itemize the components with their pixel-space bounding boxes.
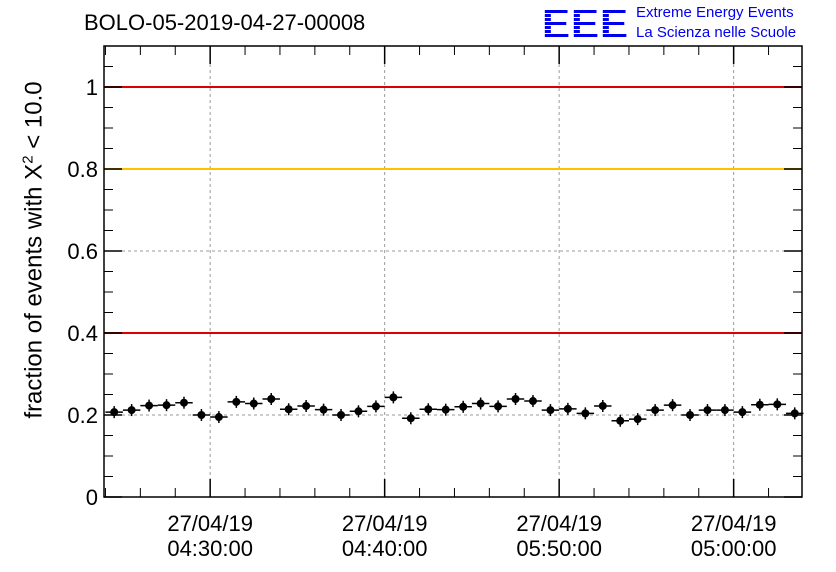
y-axis-label-suffix: < 10.0 xyxy=(20,81,48,156)
data-point xyxy=(406,414,415,423)
axes: 00.20.40.60.8127/04/1904:30:0027/04/1904… xyxy=(67,45,803,561)
y-tick-label: 0.6 xyxy=(67,239,98,264)
data-point xyxy=(337,411,346,419)
data-point xyxy=(494,402,503,411)
y-axis-label: fraction of events with X2 < 10.0 xyxy=(20,81,49,418)
x-tick-date-label: 27/04/19 xyxy=(516,511,602,536)
logo-mark: EEE xyxy=(542,0,630,47)
data-point xyxy=(214,413,223,422)
eee-logo: EEE Extreme Energy Events La Scienza nel… xyxy=(542,2,832,46)
x-tick-time-label: 04:40:00 xyxy=(342,536,428,561)
data-point xyxy=(581,409,590,418)
data-point xyxy=(790,409,799,418)
data-point xyxy=(127,406,136,415)
x-tick-date-label: 27/04/19 xyxy=(167,511,253,536)
chart-title: BOLO-05-2019-04-27-00008 xyxy=(84,10,366,35)
y-axis-label-prefix: fraction of events with X xyxy=(20,163,48,419)
data-points xyxy=(105,391,804,427)
data-point xyxy=(284,405,293,414)
data-point xyxy=(302,401,311,410)
data-point xyxy=(267,395,276,404)
data-point xyxy=(598,401,607,410)
grid xyxy=(104,46,802,497)
x-tick-date-label: 27/04/19 xyxy=(342,511,428,536)
data-point xyxy=(197,411,206,419)
data-point xyxy=(110,408,119,417)
logo-line-1: Extreme Energy Events xyxy=(636,4,794,21)
y-tick-label: 0.2 xyxy=(67,403,98,428)
data-point xyxy=(738,408,747,417)
data-point xyxy=(546,406,555,415)
data-point xyxy=(686,411,695,419)
data-point xyxy=(511,395,520,404)
data-point xyxy=(354,407,363,416)
logo-line-2: La Scienza nelle Scuole xyxy=(636,24,797,41)
data-point xyxy=(162,401,171,410)
data-point xyxy=(755,400,764,409)
data-point xyxy=(371,402,380,411)
data-point xyxy=(476,399,485,408)
data-point xyxy=(528,397,537,406)
x-tick-time-label: 04:30:00 xyxy=(167,536,253,561)
y-tick-label: 0 xyxy=(86,485,98,510)
data-point xyxy=(145,401,154,410)
data-point xyxy=(668,401,677,410)
reference-lines xyxy=(104,86,802,334)
data-point xyxy=(179,398,188,407)
y-tick-label: 0.4 xyxy=(67,321,98,346)
y-axis-label-superscript: 2 xyxy=(19,155,37,164)
y-tick-label: 0.8 xyxy=(67,157,98,182)
data-point xyxy=(459,402,468,411)
x-tick-date-label: 27/04/19 xyxy=(691,511,777,536)
x-tick-time-label: 05:50:00 xyxy=(516,536,602,561)
x-tick-time-label: 05:00:00 xyxy=(691,536,777,561)
data-point xyxy=(633,415,642,424)
y-tick-label: 1 xyxy=(86,75,98,100)
data-point xyxy=(773,400,782,409)
data-point xyxy=(720,406,729,415)
data-point xyxy=(703,406,712,415)
data-point xyxy=(249,399,258,408)
data-point xyxy=(441,405,450,414)
data-point xyxy=(616,416,625,425)
data-point xyxy=(232,397,241,406)
data-point xyxy=(319,405,328,414)
data-point xyxy=(651,406,660,415)
data-point xyxy=(389,393,398,402)
data-point xyxy=(563,404,572,413)
plot-frame xyxy=(103,45,803,498)
data-point xyxy=(424,405,433,414)
